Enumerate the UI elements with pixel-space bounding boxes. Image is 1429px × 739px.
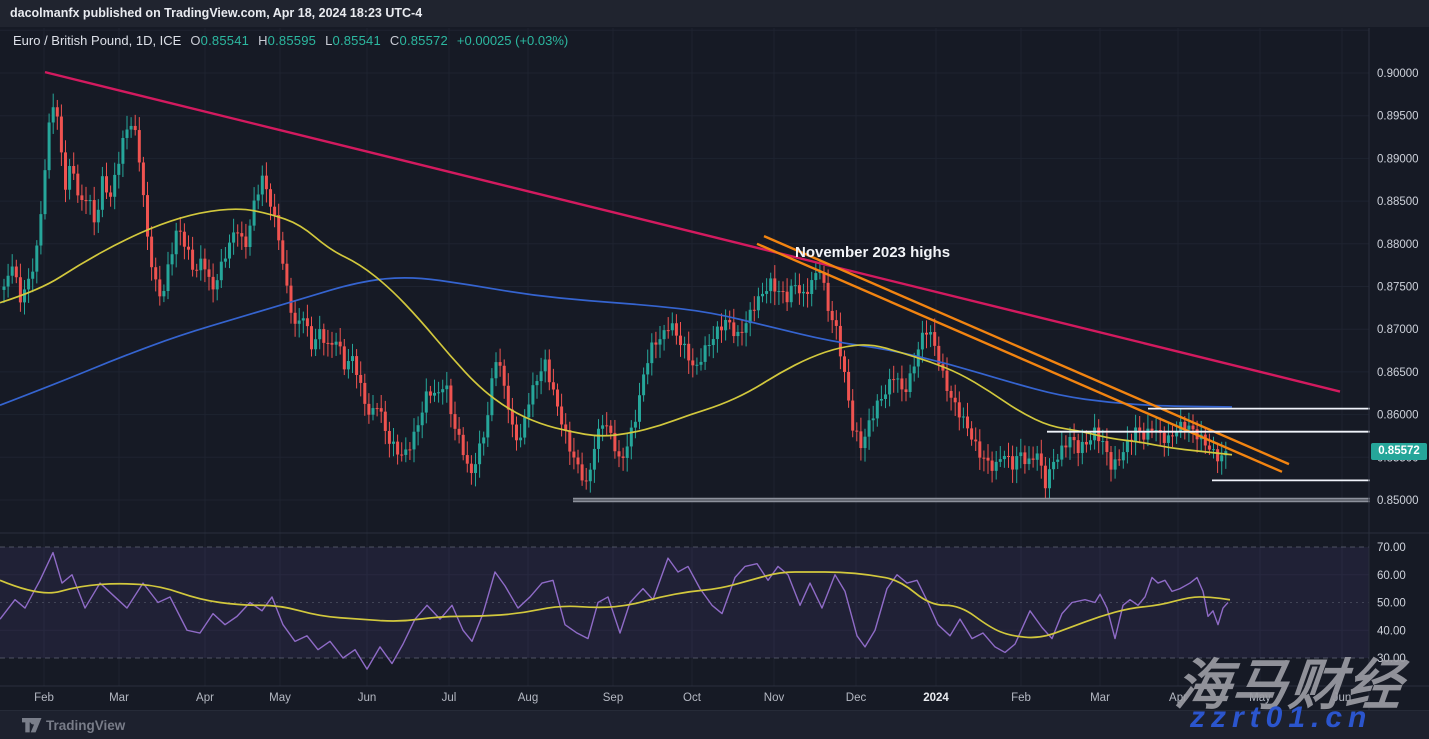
svg-text:0.88500: 0.88500 xyxy=(1377,196,1419,208)
svg-text:Mar: Mar xyxy=(1090,692,1110,704)
svg-text:Sep: Sep xyxy=(603,692,623,704)
ohlc-close: C0.85572 xyxy=(389,33,448,48)
svg-text:0.86000: 0.86000 xyxy=(1377,410,1419,422)
tradingview-logo-icon[interactable] xyxy=(22,718,42,733)
svg-text:60.00: 60.00 xyxy=(1377,570,1406,582)
watermark-url: zzrt01.cn xyxy=(1190,701,1373,734)
svg-text:Apr: Apr xyxy=(196,692,214,704)
svg-text:May: May xyxy=(269,692,291,704)
ohlc-low: L0.85541 xyxy=(325,33,381,48)
svg-text:Oct: Oct xyxy=(683,692,702,704)
svg-text:0.89000: 0.89000 xyxy=(1377,153,1419,165)
attribution-bar: TradingView xyxy=(0,710,1429,739)
svg-text:Dec: Dec xyxy=(846,692,867,704)
ohlc-open: O0.85541 xyxy=(190,33,250,48)
svg-text:May: May xyxy=(1249,692,1271,704)
svg-text:Jun: Jun xyxy=(358,692,377,704)
tradingview-brand-text[interactable]: TradingView xyxy=(46,718,126,733)
svg-text:0.89500: 0.89500 xyxy=(1377,111,1419,123)
svg-text:30.00: 30.00 xyxy=(1377,653,1406,665)
svg-text:Jun: Jun xyxy=(1333,692,1352,704)
svg-text:Jul: Jul xyxy=(442,692,457,704)
change-value: +0.00025 (+0.03%) xyxy=(456,33,569,48)
symbol-legend[interactable]: Euro / British Pound, 1D, ICE O0.85541 H… xyxy=(13,33,568,48)
svg-text:Feb: Feb xyxy=(1011,692,1031,704)
svg-text:70.00: 70.00 xyxy=(1377,542,1406,554)
svg-text:0.87000: 0.87000 xyxy=(1377,324,1419,336)
svg-text:0.86500: 0.86500 xyxy=(1377,367,1419,379)
svg-text:0.87500: 0.87500 xyxy=(1377,282,1419,294)
ohlc-high: H0.85595 xyxy=(258,33,317,48)
publish-info-text: dacolmanfx published on TradingView.com,… xyxy=(10,6,423,20)
publish-info-bar: dacolmanfx published on TradingView.com,… xyxy=(0,0,1429,27)
svg-text:Apr: Apr xyxy=(1169,692,1187,704)
svg-text:2024: 2024 xyxy=(923,692,949,704)
svg-text:40.00: 40.00 xyxy=(1377,625,1406,637)
svg-text:Mar: Mar xyxy=(109,692,129,704)
last-price-badge: 0.85572 xyxy=(1371,443,1427,461)
svg-text:50.00: 50.00 xyxy=(1377,598,1406,610)
svg-text:Nov: Nov xyxy=(764,692,785,704)
symbol-title: Euro / British Pound, 1D, ICE xyxy=(13,33,182,48)
svg-text:Feb: Feb xyxy=(34,692,54,704)
annotation-text[interactable]: November 2023 highs xyxy=(795,244,950,261)
svg-text:Aug: Aug xyxy=(518,692,538,704)
svg-text:0.88000: 0.88000 xyxy=(1377,239,1419,251)
svg-text:0.90000: 0.90000 xyxy=(1377,68,1419,80)
svg-text:0.85000: 0.85000 xyxy=(1377,495,1419,507)
